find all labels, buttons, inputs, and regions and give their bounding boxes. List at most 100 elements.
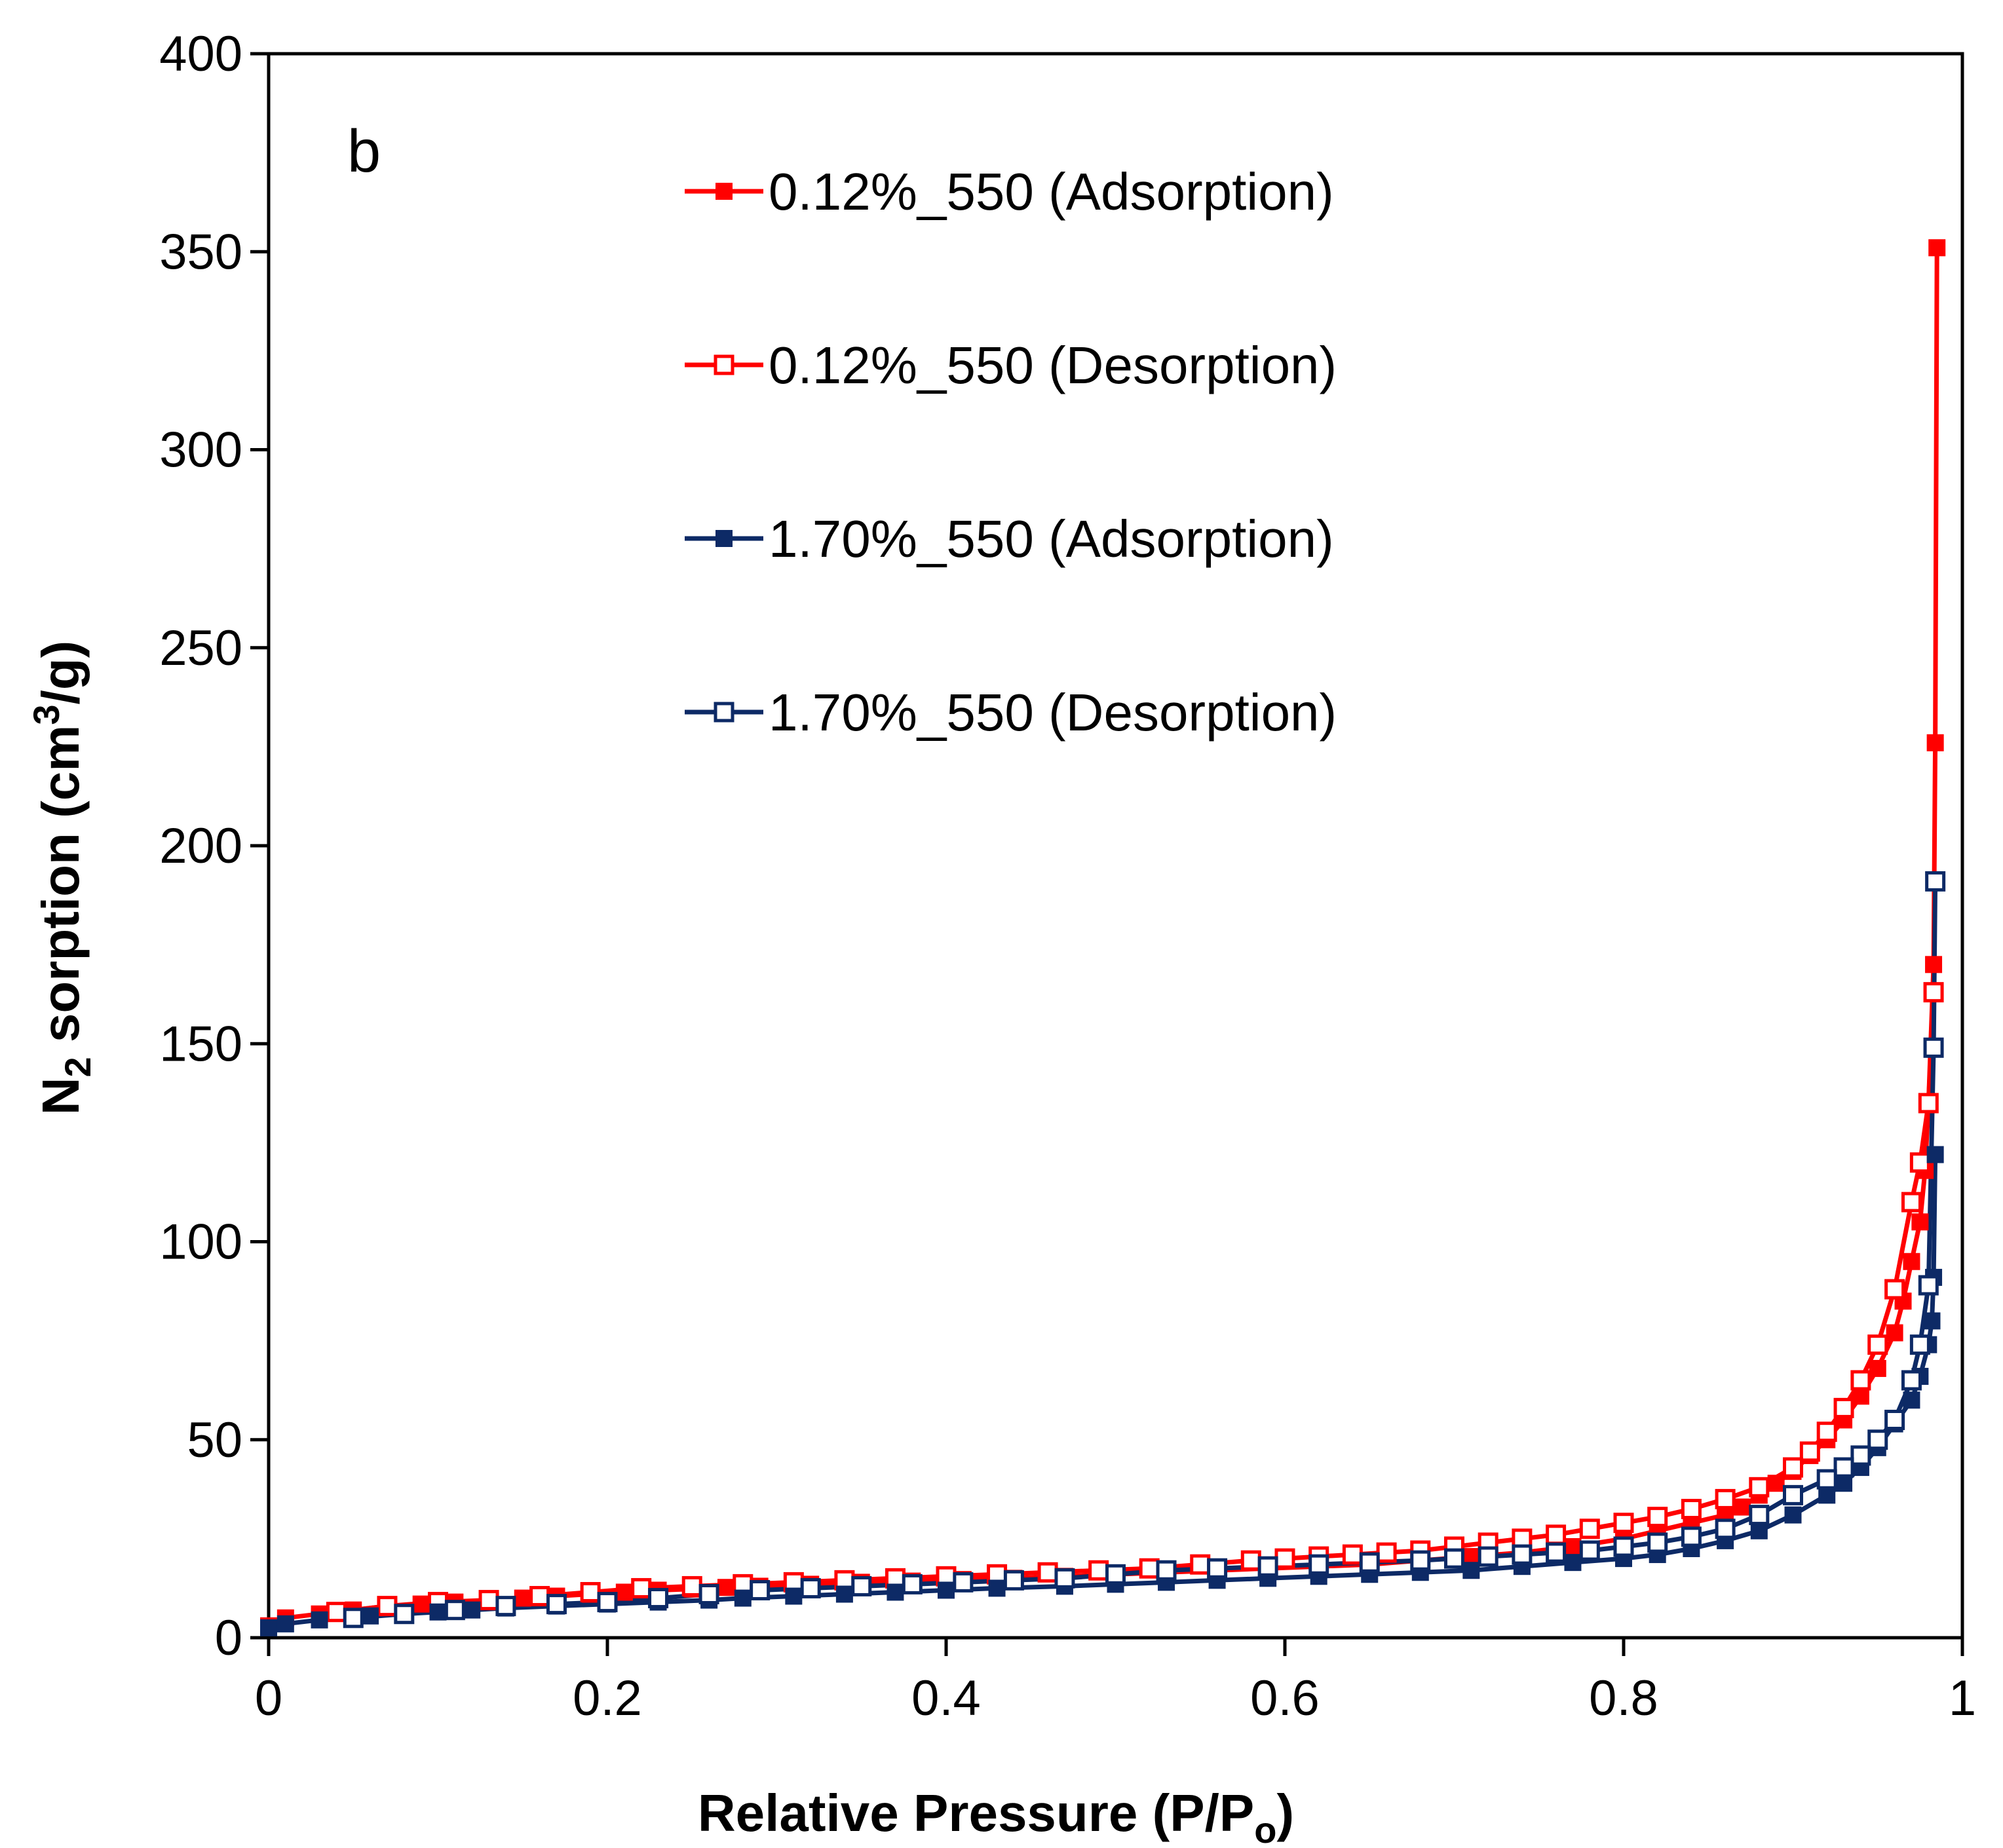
data-point-series-4 bbox=[1478, 1546, 1498, 1567]
data-point-series-2 bbox=[1139, 1558, 1160, 1579]
data-point-series-4 bbox=[648, 1588, 669, 1609]
data-point-series-4 bbox=[1546, 1542, 1567, 1563]
data-point-series-2 bbox=[681, 1575, 702, 1596]
data-point-series-2 bbox=[1901, 1192, 1922, 1213]
data-point-series-4 bbox=[1816, 1469, 1837, 1490]
data-point-series-3 bbox=[835, 1585, 853, 1603]
x-tick-label: 0 bbox=[255, 1670, 282, 1726]
data-point-series-1 bbox=[1733, 1498, 1751, 1516]
data-point-series-4 bbox=[1613, 1536, 1634, 1557]
data-point-series-3 bbox=[938, 1581, 955, 1599]
data-point-series-2 bbox=[1783, 1457, 1803, 1478]
data-point-series-4 bbox=[1749, 1505, 1770, 1526]
data-point-series-4 bbox=[1833, 1457, 1854, 1478]
data-point-series-4 bbox=[1579, 1540, 1600, 1561]
data-point-series-4 bbox=[1867, 1429, 1888, 1450]
x-tick-label: 0.6 bbox=[1250, 1670, 1320, 1726]
data-point-series-1 bbox=[1928, 239, 1946, 257]
data-point-series-4 bbox=[495, 1596, 516, 1617]
data-point-series-4 bbox=[1054, 1568, 1075, 1589]
data-point-series-2 bbox=[326, 1602, 347, 1623]
data-point-series-1 bbox=[514, 1589, 531, 1607]
data-point-series-4 bbox=[1783, 1484, 1803, 1505]
data-point-series-4 bbox=[902, 1574, 923, 1594]
data-point-series-1 bbox=[717, 1579, 734, 1596]
data-point-series-2 bbox=[1715, 1488, 1736, 1509]
data-point-series-2 bbox=[1613, 1513, 1634, 1534]
data-point-series-2 bbox=[377, 1596, 398, 1617]
legend: 0.12%_550 (Adsorption) 0.12%_550 (Desorpt… bbox=[685, 162, 1337, 742]
y-tick-label: 150 bbox=[159, 1016, 242, 1072]
data-point-series-3 bbox=[734, 1589, 752, 1607]
y-tick-label: 50 bbox=[187, 1412, 242, 1468]
data-point-series-1 bbox=[412, 1595, 430, 1613]
data-point-series-3 bbox=[277, 1615, 294, 1632]
data-point-series-2 bbox=[1749, 1477, 1770, 1498]
data-point-series-2 bbox=[1546, 1524, 1567, 1545]
data-point-series-3 bbox=[260, 1619, 277, 1636]
panel-label: b bbox=[347, 118, 381, 185]
data-point-series-2 bbox=[1816, 1422, 1837, 1443]
data-point-series-2 bbox=[478, 1590, 499, 1611]
data-point-series-1 bbox=[1903, 1253, 1920, 1270]
data-point-series-2 bbox=[1240, 1550, 1261, 1571]
data-point-series-2 bbox=[1884, 1279, 1905, 1300]
data-point-series-1 bbox=[1886, 1324, 1903, 1342]
data-point-series-1 bbox=[1564, 1537, 1582, 1555]
data-point-series-4 bbox=[343, 1608, 364, 1629]
legend-label-2: 0.12%_550 (Desorption) bbox=[769, 336, 1337, 394]
data-point-series-2 bbox=[580, 1581, 601, 1602]
data-point-series-4 bbox=[800, 1577, 821, 1598]
data-point-series-4 bbox=[1909, 1334, 1930, 1355]
data-point-series-4 bbox=[444, 1600, 465, 1621]
data-point-series-3 bbox=[1903, 1391, 1920, 1409]
data-point-series-1 bbox=[1911, 1213, 1929, 1231]
data-point-series-2 bbox=[1190, 1554, 1211, 1575]
data-point-series-1 bbox=[1852, 1387, 1869, 1405]
axis-ticks: 0 50 100 150 200 250 300 350 400 0 0.2 0.4 0.6 0.8 1 bbox=[159, 26, 1976, 1726]
data-point-series-3 bbox=[429, 1603, 447, 1621]
data-point-series-4 bbox=[1105, 1564, 1126, 1585]
data-point-series-2 bbox=[1037, 1562, 1058, 1583]
legend-label-4: 1.70%_550 (Desorption) bbox=[769, 683, 1337, 742]
data-point-series-4 bbox=[597, 1592, 618, 1613]
x-tick-label: 0.4 bbox=[911, 1670, 981, 1726]
data-point-series-2 bbox=[1647, 1507, 1668, 1528]
data-point-series-2 bbox=[1579, 1518, 1600, 1539]
x-tick-label: 0.2 bbox=[573, 1670, 642, 1726]
data-point-series-3 bbox=[1923, 1312, 1941, 1330]
data-point-series-3 bbox=[887, 1583, 904, 1601]
data-point-series-4 bbox=[1308, 1554, 1329, 1575]
data-point-series-3 bbox=[1926, 1146, 1944, 1163]
y-tick-label: 100 bbox=[159, 1215, 242, 1270]
data-point-series-3 bbox=[1784, 1506, 1802, 1524]
data-point-series-3 bbox=[1818, 1486, 1836, 1504]
data-point-series-4 bbox=[1884, 1410, 1905, 1431]
data-point-series-4 bbox=[1850, 1445, 1871, 1466]
y-tick-label: 400 bbox=[159, 26, 242, 82]
x-tick-label: 0.8 bbox=[1589, 1670, 1658, 1726]
y-tick-label: 350 bbox=[159, 224, 242, 280]
data-point-series-1 bbox=[1869, 1359, 1886, 1377]
y-tick-label: 0 bbox=[215, 1610, 242, 1666]
data-point-series-2 bbox=[1342, 1544, 1363, 1565]
data-point-series-2 bbox=[1867, 1334, 1888, 1355]
series-markers bbox=[260, 239, 1946, 1636]
data-point-series-3 bbox=[1462, 1562, 1480, 1579]
legend-marker-2 bbox=[714, 354, 734, 375]
data-point-series-3 bbox=[785, 1587, 803, 1605]
data-point-series-4 bbox=[1359, 1552, 1380, 1573]
data-point-series-3 bbox=[1835, 1475, 1853, 1492]
data-point-series-4 bbox=[750, 1579, 771, 1600]
data-point-series-1 bbox=[1767, 1475, 1785, 1492]
data-point-series-2 bbox=[1681, 1499, 1702, 1520]
data-point-series-4 bbox=[394, 1604, 415, 1625]
data-point-series-4 bbox=[1410, 1550, 1431, 1571]
data-point-series-4 bbox=[851, 1575, 872, 1596]
data-point-series-4 bbox=[1207, 1558, 1228, 1579]
data-point-series-4 bbox=[546, 1594, 567, 1615]
data-point-series-4 bbox=[698, 1584, 719, 1605]
data-point-series-4 bbox=[1923, 1037, 1944, 1058]
data-point-series-1 bbox=[615, 1583, 633, 1601]
legend-label-3: 1.70%_550 (Adsorption) bbox=[769, 510, 1334, 568]
